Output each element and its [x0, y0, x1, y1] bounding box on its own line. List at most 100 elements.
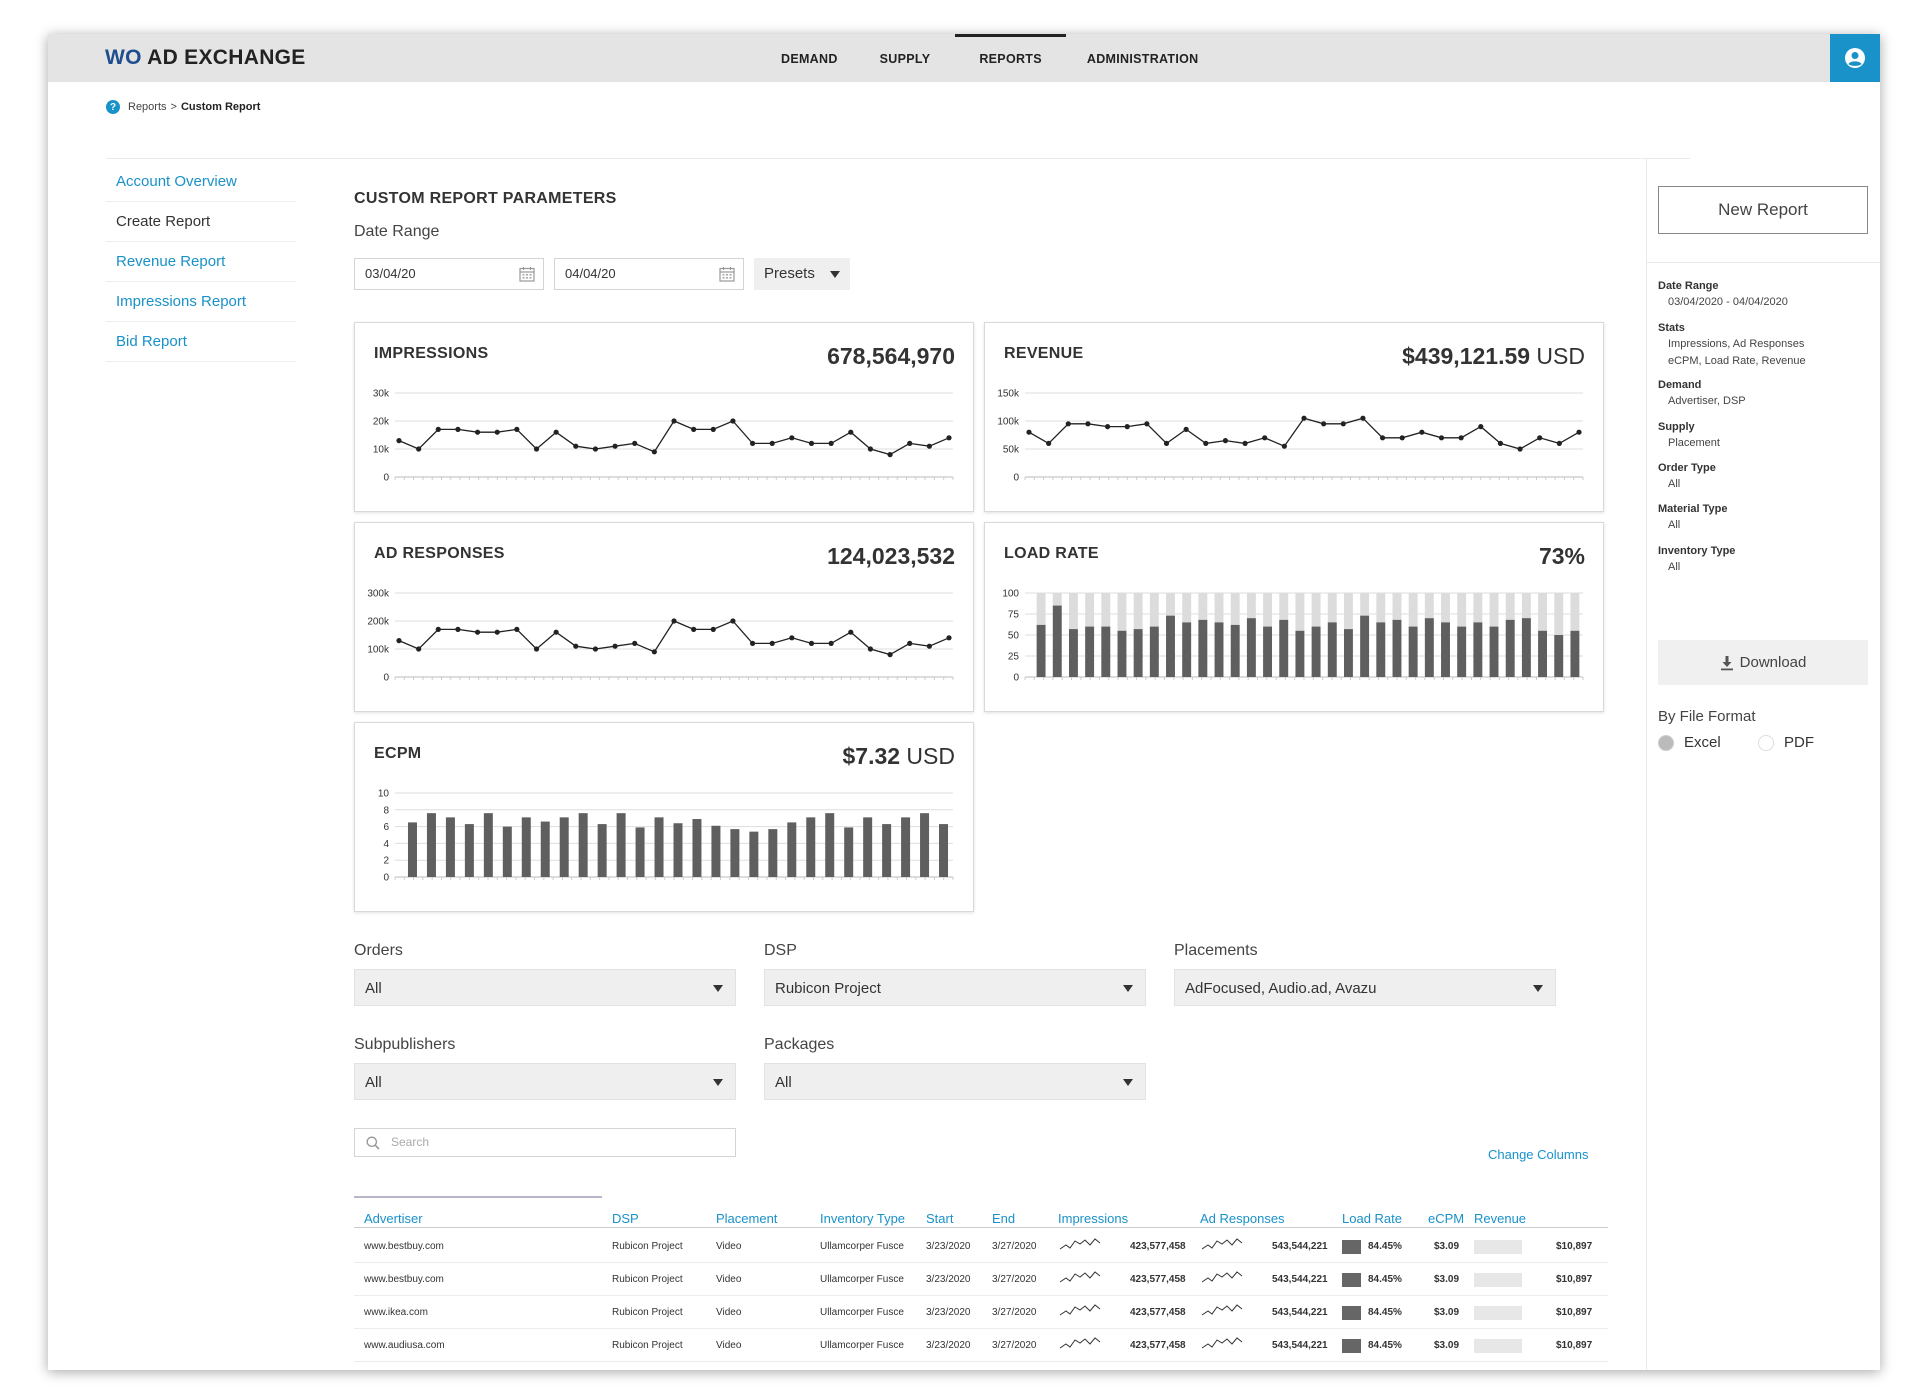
packages-select[interactable]: All [764, 1063, 1146, 1100]
search-input[interactable]: Search [354, 1128, 736, 1157]
bar [1392, 619, 1402, 677]
table-row[interactable]: www.ikea.com Rubicon Project Video Ullamcor… [354, 1296, 1608, 1329]
data-point [769, 640, 775, 646]
header-divider [106, 158, 1690, 159]
y-tick-label: 4 [383, 839, 389, 850]
presets-dropdown[interactable]: Presets [754, 258, 850, 290]
calendar-icon[interactable] [719, 266, 735, 282]
sidebar-item-bid-report[interactable]: Bid Report [106, 322, 296, 362]
card-value: 678,564,970 [827, 343, 955, 370]
end-date-value: 04/04/20 [565, 266, 616, 281]
cell-advertiser: www.bestbuy.com [364, 1274, 444, 1285]
placements-label: Placements [1174, 942, 1258, 959]
main-nav: DEMAND SUPPLY REPORTS ADMINISTRATION [760, 34, 1219, 82]
cell-load-rate: 84.45% [1368, 1340, 1402, 1351]
dsp-label: DSP [764, 942, 797, 959]
table-row[interactable]: www.bestbuy.com Rubicon Project Video Ullam… [354, 1263, 1608, 1296]
excel-label[interactable]: Excel [1684, 734, 1721, 751]
data-point [612, 443, 618, 449]
date-range-label: Date Range [354, 223, 440, 240]
cell-ad-responses: 543,544,221 [1272, 1274, 1328, 1285]
col-dsp[interactable]: DSP [612, 1211, 639, 1226]
card-value-number: $7.32 [842, 743, 901, 769]
data-point [848, 429, 854, 435]
subpublishers-value: All [365, 1074, 382, 1091]
orders-select[interactable]: All [354, 969, 736, 1006]
chevron-down-icon [830, 271, 840, 278]
col-impressions[interactable]: Impressions [1058, 1211, 1129, 1226]
bar [1424, 618, 1434, 677]
summary-material-type: All [1668, 519, 1681, 531]
impressions-sparkline [1059, 1271, 1101, 1283]
data-point [1262, 435, 1268, 441]
load-rate-card: LOAD RATE 73% 0 25 50 75 100 [984, 522, 1604, 712]
bar [483, 813, 493, 877]
download-button[interactable]: Download [1658, 640, 1868, 685]
nav-demand[interactable]: DEMAND [781, 52, 838, 66]
cell-dsp: Rubicon Project [612, 1274, 683, 1285]
sidebar-item-impressions-report[interactable]: Impressions Report [106, 282, 296, 322]
app-logo[interactable]: WO AD EXCHANGE [105, 46, 306, 70]
bar [1521, 618, 1531, 677]
excel-radio[interactable] [1658, 735, 1674, 751]
change-columns-link[interactable]: Change Columns [1488, 1147, 1589, 1162]
data-point [416, 446, 422, 452]
summary-title-material-type: Material Type [1658, 503, 1728, 515]
sidebar-item-account-overview[interactable]: Account Overview [106, 162, 296, 202]
col-load-rate[interactable]: Load Rate [1342, 1211, 1402, 1226]
end-date-input[interactable]: 04/04/20 [554, 258, 744, 290]
bar [711, 825, 721, 877]
col-inventory-type[interactable]: Inventory Type [820, 1211, 906, 1226]
data-point [592, 446, 599, 452]
col-revenue[interactable]: Revenue [1474, 1211, 1527, 1226]
col-placement[interactable]: Placement [716, 1211, 778, 1226]
table-row[interactable]: www.bestbuy.com Rubicon Project Video Ullam… [354, 1230, 1608, 1263]
sidebar-item-create-report[interactable]: Create Report [106, 202, 296, 242]
pdf-radio[interactable] [1758, 735, 1774, 751]
bar [882, 824, 892, 877]
data-point [691, 426, 697, 432]
data-point [1124, 424, 1130, 430]
user-account-button[interactable] [1830, 34, 1880, 82]
summary-title-demand: Demand [1658, 379, 1702, 391]
new-report-button[interactable]: New Report [1658, 186, 1868, 234]
orders-value: All [365, 980, 382, 997]
page-title: CUSTOM REPORT PARAMETERS [354, 190, 617, 207]
col-advertiser[interactable]: Advertiser [364, 1211, 423, 1226]
breadcrumb-parent[interactable]: Reports [128, 101, 167, 113]
data-point [1163, 440, 1170, 446]
help-icon[interactable]: ? [106, 100, 120, 114]
bar [1360, 615, 1370, 677]
y-tick-label: 30k [373, 389, 390, 400]
col-ecpm[interactable]: eCPM [1428, 1211, 1465, 1226]
data-point [710, 626, 716, 632]
breadcrumb-separator: > [170, 101, 177, 113]
start-date-input[interactable]: 03/04/20 [354, 258, 544, 290]
cell-dsp: Rubicon Project [612, 1307, 683, 1318]
dsp-select[interactable]: Rubicon Project [764, 969, 1146, 1006]
data-point [1497, 440, 1504, 446]
bar [578, 813, 588, 877]
cell-impressions: 423,577,458 [1130, 1340, 1186, 1351]
sidebar-item-revenue-report[interactable]: Revenue Report [106, 242, 296, 282]
col-end[interactable]: End [992, 1211, 1016, 1226]
data-point [1183, 426, 1189, 432]
table-row[interactable]: www.audiusa.com Rubicon Project Video Ullam… [354, 1329, 1608, 1362]
y-tick-label: 25 [1008, 652, 1020, 663]
subpublishers-select[interactable]: All [354, 1063, 736, 1100]
data-point [808, 440, 815, 446]
bar [939, 824, 949, 877]
placements-select[interactable]: AdFocused, Audio.ad, Avazu [1174, 969, 1556, 1006]
cell-placement: Video [716, 1241, 742, 1252]
col-ad-responses[interactable]: Ad Responses [1200, 1211, 1285, 1226]
bar [559, 817, 569, 877]
nav-administration[interactable]: ADMINISTRATION [1086, 52, 1199, 66]
impressions-card: IMPRESSIONS 678,564,970 0 10k 20k 30k [354, 322, 974, 512]
nav-reports[interactable]: REPORTS [955, 34, 1066, 82]
calendar-icon[interactable] [519, 266, 535, 282]
col-start[interactable]: Start [926, 1211, 954, 1226]
nav-supply[interactable]: SUPPLY [879, 52, 931, 66]
data-point [1419, 429, 1425, 435]
data-point [1458, 435, 1464, 441]
pdf-label[interactable]: PDF [1784, 734, 1814, 751]
